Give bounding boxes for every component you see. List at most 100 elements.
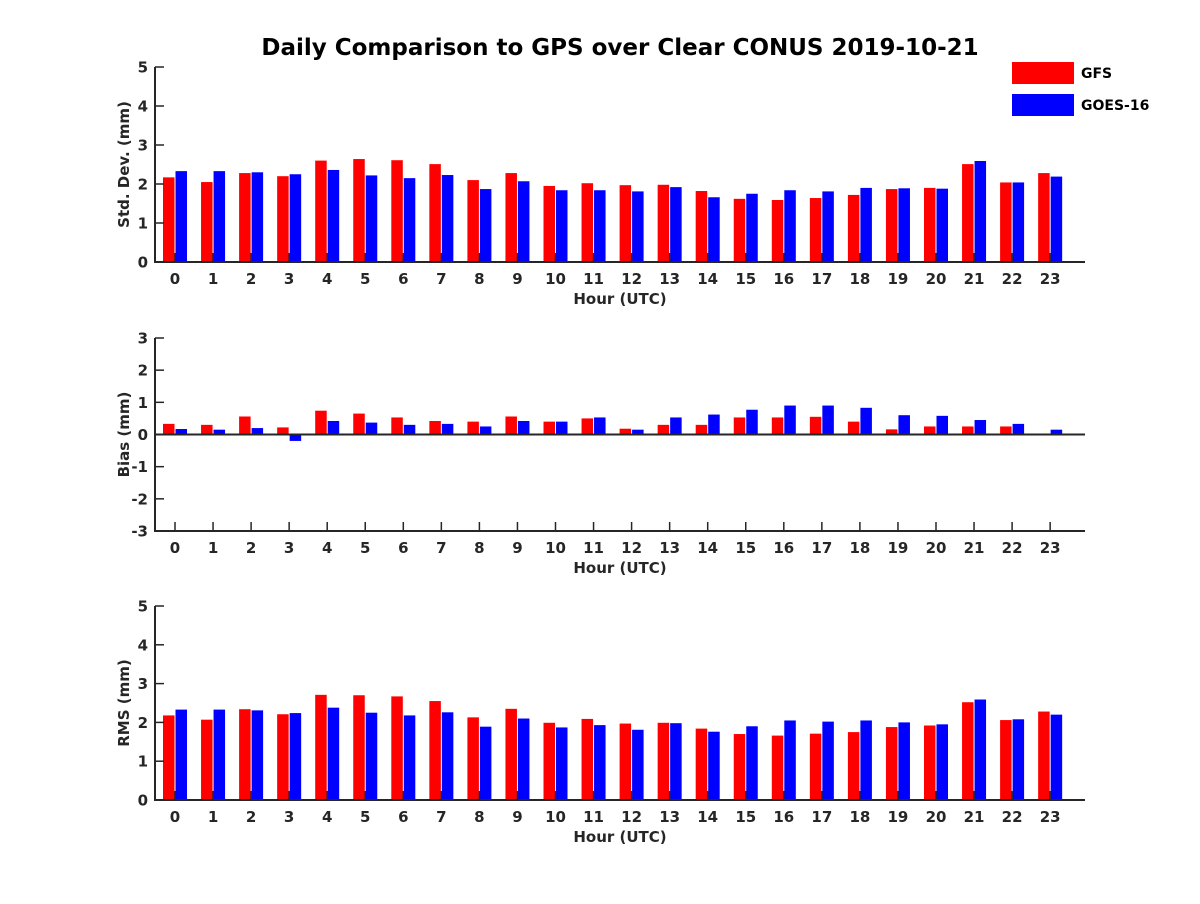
x-tick-label-stddev-21: 21 bbox=[964, 270, 985, 288]
legend-swatch-goes16 bbox=[1012, 94, 1074, 116]
bar-rms-gfs-1 bbox=[201, 720, 213, 800]
y-tick-label-stddev-3: 3 bbox=[138, 137, 148, 155]
bar-rms-goes16-21 bbox=[975, 700, 987, 800]
x-tick-label-stddev-18: 18 bbox=[849, 270, 870, 288]
x-axis-label-bias: Hour (UTC) bbox=[573, 559, 666, 577]
x-tick-label-bias-13: 13 bbox=[659, 539, 680, 557]
bar-stddev-goes16-8 bbox=[480, 189, 492, 262]
chart-title: Daily Comparison to GPS over Clear CONUS… bbox=[261, 35, 978, 61]
bar-rms-goes16-10 bbox=[556, 727, 568, 800]
x-tick-label-rms-1: 1 bbox=[208, 808, 218, 826]
x-tick-label-rms-15: 15 bbox=[735, 808, 756, 826]
x-tick-label-rms-22: 22 bbox=[1002, 808, 1023, 826]
bar-rms-goes16-9 bbox=[518, 719, 530, 800]
bar-bias-gfs-0 bbox=[163, 424, 175, 435]
bar-rms-goes16-1 bbox=[214, 710, 226, 800]
x-tick-label-rms-5: 5 bbox=[360, 808, 370, 826]
x-tick-label-rms-7: 7 bbox=[436, 808, 446, 826]
bar-stddev-goes16-15 bbox=[746, 194, 758, 262]
legend-label-goes16: GOES-16 bbox=[1081, 98, 1149, 114]
x-tick-label-stddev-16: 16 bbox=[773, 270, 794, 288]
y-tick-label-rms-1: 1 bbox=[138, 753, 148, 771]
y-tick-label-bias-6: 3 bbox=[138, 330, 148, 348]
x-tick-label-rms-23: 23 bbox=[1040, 808, 1061, 826]
bar-rms-goes16-7 bbox=[442, 712, 454, 800]
x-tick-label-stddev-6: 6 bbox=[398, 270, 408, 288]
x-tick-label-stddev-23: 23 bbox=[1040, 270, 1061, 288]
y-tick-label-bias-4: 1 bbox=[138, 394, 148, 412]
x-tick-label-rms-18: 18 bbox=[849, 808, 870, 826]
x-tick-label-stddev-17: 17 bbox=[811, 270, 832, 288]
bar-rms-goes16-23 bbox=[1051, 715, 1063, 800]
bar-bias-gfs-11 bbox=[582, 418, 594, 434]
bar-stddev-gfs-6 bbox=[391, 160, 403, 262]
x-tick-label-bias-2: 2 bbox=[246, 539, 256, 557]
bar-stddev-goes16-21 bbox=[975, 161, 987, 262]
bar-bias-goes16-6 bbox=[404, 425, 416, 435]
bar-rms-gfs-2 bbox=[239, 709, 251, 800]
bar-bias-gfs-21 bbox=[962, 426, 974, 434]
x-axis-label-stddev: Hour (UTC) bbox=[573, 290, 666, 308]
x-tick-label-bias-11: 11 bbox=[583, 539, 604, 557]
x-tick-label-stddev-9: 9 bbox=[512, 270, 522, 288]
x-tick-label-stddev-22: 22 bbox=[1002, 270, 1023, 288]
y-axis-label-rms: RMS (mm) bbox=[115, 659, 133, 746]
bar-bias-goes16-8 bbox=[480, 426, 492, 434]
bar-bias-goes16-16 bbox=[784, 406, 796, 435]
x-tick-label-bias-18: 18 bbox=[849, 539, 870, 557]
bar-rms-goes16-13 bbox=[670, 723, 682, 800]
bar-stddev-goes16-9 bbox=[518, 181, 530, 262]
bar-bias-goes16-10 bbox=[556, 422, 568, 435]
x-tick-label-stddev-13: 13 bbox=[659, 270, 680, 288]
bar-rms-goes16-6 bbox=[404, 715, 416, 800]
bar-bias-goes16-19 bbox=[898, 415, 910, 434]
bar-bias-gfs-14 bbox=[696, 425, 708, 435]
bar-rms-goes16-14 bbox=[708, 732, 720, 800]
y-tick-label-bias-1: -2 bbox=[131, 490, 148, 508]
x-tick-label-stddev-0: 0 bbox=[170, 270, 180, 288]
bar-bias-goes16-4 bbox=[328, 421, 340, 435]
x-tick-label-bias-3: 3 bbox=[284, 539, 294, 557]
x-tick-label-bias-20: 20 bbox=[926, 539, 947, 557]
bar-rms-goes16-18 bbox=[860, 720, 872, 800]
bar-stddev-goes16-6 bbox=[404, 178, 416, 262]
bar-bias-goes16-9 bbox=[518, 421, 530, 435]
bar-rms-goes16-2 bbox=[252, 710, 264, 800]
bar-bias-gfs-6 bbox=[391, 417, 403, 434]
bar-bias-gfs-1 bbox=[201, 425, 213, 435]
y-tick-label-stddev-5: 5 bbox=[138, 59, 148, 77]
bar-stddev-goes16-18 bbox=[860, 188, 872, 262]
bar-stddev-goes16-3 bbox=[290, 174, 302, 262]
bar-rms-gfs-4 bbox=[315, 695, 327, 800]
x-tick-label-rms-3: 3 bbox=[284, 808, 294, 826]
y-tick-label-bias-2: -1 bbox=[131, 458, 148, 476]
bar-stddev-gfs-14 bbox=[696, 191, 708, 262]
bar-stddev-gfs-17 bbox=[810, 198, 822, 262]
x-tick-label-stddev-7: 7 bbox=[436, 270, 446, 288]
bar-bias-goes16-5 bbox=[366, 423, 378, 435]
bar-stddev-gfs-15 bbox=[734, 199, 746, 262]
x-tick-label-rms-2: 2 bbox=[246, 808, 256, 826]
bar-rms-goes16-5 bbox=[366, 713, 378, 800]
bar-bias-gfs-4 bbox=[315, 411, 327, 435]
bar-bias-gfs-5 bbox=[353, 414, 365, 435]
y-tick-label-rms-3: 3 bbox=[138, 675, 148, 693]
bar-rms-gfs-5 bbox=[353, 695, 365, 800]
x-tick-label-bias-23: 23 bbox=[1040, 539, 1061, 557]
bar-rms-goes16-4 bbox=[328, 708, 340, 800]
y-tick-label-rms-0: 0 bbox=[138, 792, 148, 810]
bar-rms-goes16-20 bbox=[937, 724, 949, 800]
x-tick-label-rms-4: 4 bbox=[322, 808, 332, 826]
bar-bias-goes16-18 bbox=[860, 408, 872, 435]
bar-rms-gfs-0 bbox=[163, 715, 175, 800]
x-tick-label-bias-21: 21 bbox=[964, 539, 985, 557]
y-tick-label-bias-3: 0 bbox=[138, 426, 148, 444]
x-tick-label-bias-4: 4 bbox=[322, 539, 332, 557]
bar-rms-gfs-12 bbox=[620, 724, 632, 800]
x-tick-label-rms-20: 20 bbox=[926, 808, 947, 826]
bar-stddev-goes16-16 bbox=[784, 190, 796, 262]
bar-rms-gfs-7 bbox=[429, 701, 441, 800]
x-tick-label-rms-8: 8 bbox=[474, 808, 484, 826]
